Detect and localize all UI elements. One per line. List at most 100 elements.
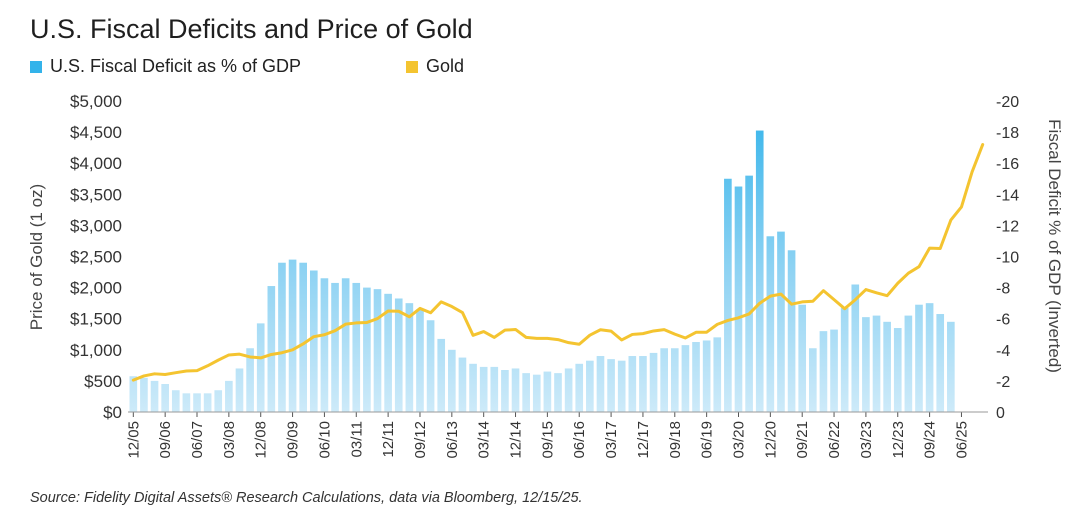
deficit-bar [458,357,467,412]
deficit-bar [564,368,573,412]
right-tick-label: -20 [996,94,1019,111]
deficit-bar [363,287,371,412]
deficit-bar [384,293,392,412]
left-tick-label: $2,000 [70,279,122,298]
legend-label-gold: Gold [426,56,465,76]
left-tick-label: $2,500 [70,248,122,267]
deficit-bar [840,307,849,412]
deficit-bar [915,304,923,412]
deficit-bar [883,321,891,412]
deficit-bar [607,359,615,412]
deficit-bar [469,363,477,412]
deficit-bar [373,289,382,412]
legend-item-deficit: U.S. Fiscal Deficit as % of GDP [30,56,301,77]
gold-price-line [131,143,985,382]
deficit-bar [278,262,286,412]
deficit-bar [936,314,945,412]
deficit-bar [692,342,700,412]
deficit-bar [532,374,541,412]
left-tick-label: $500 [84,372,122,391]
deficit-bar [830,329,838,412]
deficit-bar [214,390,223,412]
deficit-bar [501,370,509,412]
left-tick-label: $1,500 [70,310,122,329]
left-tick-label: $4,000 [70,154,122,173]
x-tick-label: 09/06 [157,421,174,459]
deficit-bar [925,303,934,412]
deficit-bar [649,352,658,412]
deficit-bar [426,320,435,412]
right-tick-label: -18 [996,125,1019,142]
deficit-bar [341,278,350,412]
deficit-bar [702,340,711,412]
x-tick-label: 06/16 [571,421,588,459]
x-tick-label: 09/24 [922,421,939,459]
deficit-bar [639,356,647,412]
deficit-bar [437,338,446,412]
x-tick-label: 09/15 [539,421,556,459]
deficit-bar [777,231,785,412]
deficit-bar [405,303,414,412]
deficit-bar [575,363,584,412]
deficit-bar [352,282,361,412]
deficit-bar [150,380,159,412]
right-tick-label: -14 [996,187,1019,204]
deficit-bar [713,337,722,412]
legend-swatch-gold [406,60,418,73]
left-tick-label: $4,500 [70,123,122,142]
deficit-bar [798,304,807,412]
x-tick-label: 12/17 [635,421,652,459]
left-axis-ticks: $0 $500 $1,000 $1,500 $2,000 $2,500 $3,000 $3,5… [70,92,122,422]
deficit-bar [734,186,743,412]
right-tick-label: -10 [996,250,1019,267]
deficit-bar [193,393,201,412]
deficit-bar [872,315,881,412]
right-tick-label: 0 [996,405,1005,422]
deficit-bar [490,366,499,412]
deficit-bar [331,282,339,412]
x-tick-label: 06/25 [953,421,970,459]
x-tick-label: 06/13 [444,421,461,459]
deficit-bar [755,130,764,413]
deficit-bar [554,373,562,413]
x-tick-label: 03/14 [476,421,493,459]
x-tick-label: 03/20 [730,421,747,459]
deficit-bar [203,393,212,412]
left-tick-label: $1,000 [70,341,122,360]
deficit-bar [596,356,605,412]
deficit-bar [309,270,318,412]
legend-label-deficit: U.S. Fiscal Deficit as % of GDP [50,56,302,76]
deficit-bar [448,349,456,412]
x-tick-label: 03/11 [348,421,365,457]
deficit-bar [140,377,148,412]
x-tick-label: 12/20 [762,421,779,459]
deficit-bar [787,250,796,412]
deficit-bar [267,286,276,412]
right-tick-label: -16 [996,156,1019,173]
x-tick-label: 09/18 [667,421,684,459]
left-tick-label: $3,500 [70,185,122,204]
deficit-bar [320,278,329,412]
deficit-bar [904,315,913,412]
deficit-bar [766,236,775,412]
x-tick-label: 03/23 [858,421,875,459]
deficit-bar [129,376,138,412]
deficit-bar [851,284,860,412]
deficit-bar [256,323,265,412]
deficit-bar [479,366,488,412]
x-tick-label: 09/09 [285,421,302,459]
x-tick-label: 06/19 [699,421,716,459]
deficit-bars [129,130,955,413]
deficit-bar [745,175,753,412]
right-tick-label: -8 [996,281,1010,298]
deficit-bar [586,360,594,412]
deficit-bar [511,368,520,412]
right-tick-label: -12 [996,218,1019,235]
deficit-bar [724,178,732,412]
deficit-bar [225,380,233,412]
right-tick-label: -6 [996,312,1010,329]
x-tick-label: 12/08 [253,421,270,459]
x-tick-label: 03/17 [603,421,620,459]
deficit-bar [522,373,530,413]
